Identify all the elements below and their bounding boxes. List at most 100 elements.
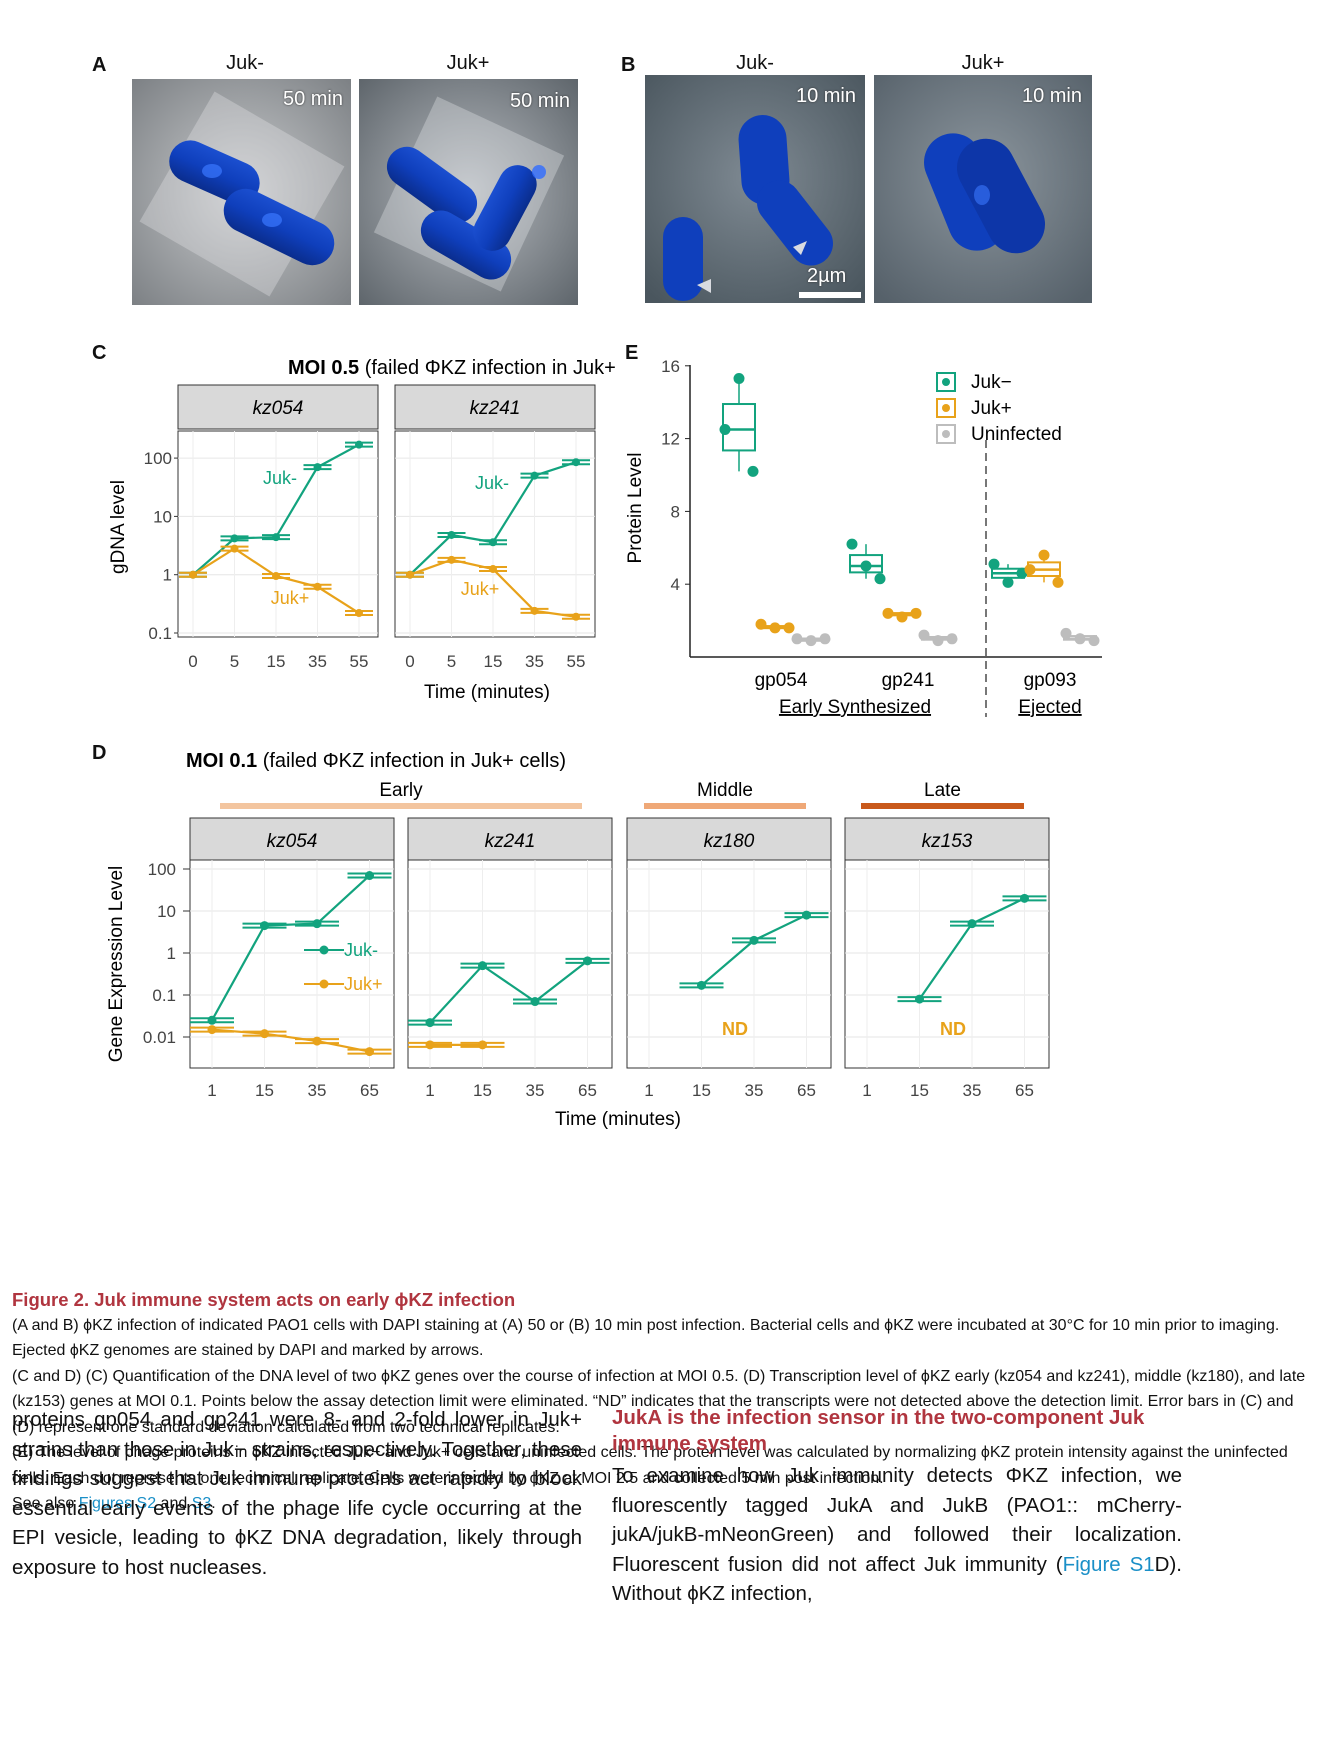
chart-d-ytick: 0.01 (143, 1028, 176, 1047)
caption-paragraph: (C and D) (C) Quantification of the DNA … (12, 1367, 1306, 1436)
chart-d-xtick: 1 (207, 1081, 216, 1100)
chart-e-point (1088, 635, 1100, 647)
chart-d-xlabel: Time (minutes) (555, 1109, 681, 1130)
chart-d-point (312, 1036, 322, 1046)
chart-d-point (207, 1025, 217, 1035)
chart-c-xtick: 35 (308, 652, 327, 671)
chart-e-point (1038, 549, 1050, 561)
chart-e-ytick: 16 (661, 357, 680, 376)
panel-letter-d: D (92, 742, 107, 764)
chart-c-series-label: Juk- (475, 473, 509, 493)
chart-e-point (791, 633, 803, 645)
chart-e-point (882, 607, 894, 619)
chart-c-point (272, 533, 280, 542)
chart-d-group-label: Early (379, 780, 423, 801)
link-s3[interactable]: S3 (191, 1495, 212, 1512)
chart-c-xlabel: Time (minutes) (424, 682, 550, 703)
chart-d-xtick: 35 (308, 1081, 327, 1100)
chart-d-xtick: 1 (425, 1081, 434, 1100)
chart-c-ytick: 100 (144, 449, 172, 468)
chart-e-point (1074, 633, 1086, 645)
chart-e-point (918, 629, 930, 641)
chart-d-facet-strip (844, 817, 1050, 861)
cell-image (132, 79, 351, 305)
chart-e-point (719, 424, 731, 435)
cell-image (645, 75, 865, 303)
chart-d-point (478, 1040, 487, 1050)
panel-a-label-jukplus: Juk+ (446, 52, 490, 74)
chart-e-legend-label: Uninfected (971, 424, 1062, 445)
chart-c-ytick: 10 (153, 507, 172, 526)
chart-d-xtick: 35 (745, 1081, 764, 1100)
chart-d-nd-label: ND (940, 1019, 966, 1039)
chart-e-legend-key-dot (942, 378, 950, 386)
chart-d-plot-area (626, 859, 832, 1069)
chart-d-point (530, 997, 540, 1007)
chart-c-series-label: Juk+ (461, 579, 500, 599)
chart-e: Protein Level 16 12 8 4 gp054 gp241 gp093 Early… (625, 357, 1102, 718)
chart-c-point (489, 538, 497, 547)
chart-e-point (1002, 576, 1014, 588)
chart-c: MOI 0.5 (failed ΦKZ infection in Juk+ ce… (108, 357, 620, 703)
caption-title: Figure 2. Juk immune system acts on earl… (12, 1289, 516, 1310)
chart-d-facet-label: kz241 (485, 831, 536, 852)
chart-c-point (230, 534, 239, 543)
chart-d-point (478, 961, 487, 971)
chart-d-point (802, 910, 811, 920)
chart-d-facet-strip (189, 817, 395, 861)
chart-d-point (365, 871, 374, 881)
body-left-column: proteins gp054 and gp241 were 8- and 2-f… (12, 1408, 582, 1579)
panel-b-label-jukplus: Juk+ (961, 52, 1005, 74)
chart-d-legend-label: Juk+ (344, 974, 383, 994)
chart-c-title: MOI 0.5 (failed ΦKZ infection in Juk+ ce… (288, 357, 620, 379)
chart-c-xtick: 55 (567, 652, 586, 671)
chart-d-point (260, 1029, 269, 1039)
chart-d-xtick: 15 (692, 1081, 711, 1100)
chart-d-ytick: 10 (157, 902, 176, 921)
chart-d-point (749, 935, 759, 945)
chart-c-xtick: 0 (405, 652, 414, 671)
chart-d-xtick: 65 (797, 1081, 816, 1100)
chart-c-point (189, 570, 197, 579)
chart-c-xtick: 35 (525, 652, 544, 671)
chart-e-ytick: 12 (661, 430, 680, 449)
caption-paragraph: (A and B) ϕKZ infection of indicated PAO… (12, 1316, 1280, 1360)
chart-d-group-label: Late (924, 780, 961, 801)
chart-e-point (1052, 576, 1064, 588)
chart-d-point (207, 1015, 217, 1025)
chart-d-xtick: 15 (473, 1081, 492, 1100)
chart-e-xtick: gp241 (882, 670, 935, 691)
time-label-b1: 10 min (795, 85, 856, 107)
chart-e-ylabel: Protein Level (625, 453, 646, 564)
chart-d-point (260, 921, 269, 931)
chart-e-point (805, 635, 817, 647)
panel-a-label-jukminus: Juk- (226, 52, 264, 74)
chart-d-plot-area (189, 859, 395, 1069)
link-figures-s2[interactable]: Figures S2 (78, 1495, 157, 1512)
chart-d-group-label: Middle (697, 780, 753, 801)
chart-d-xtick: 15 (255, 1081, 274, 1100)
chart-e-point (932, 635, 944, 647)
chart-c-ytick: 0.1 (148, 624, 172, 643)
chart-d-point (915, 994, 924, 1004)
chart-e-point (733, 373, 745, 385)
chart-e-group-label: Ejected (1018, 697, 1081, 718)
chart-c-series-label: Juk- (263, 468, 297, 488)
chart-c-point (489, 565, 497, 574)
chart-d-nd-label: ND (722, 1019, 748, 1039)
chart-d-xtick: 65 (1015, 1081, 1034, 1100)
caption-paragraph: (E) The level of phage proteins in ϕKZ i… (12, 1444, 1288, 1487)
arrow-icon (793, 241, 807, 255)
chart-c-facet-strip (177, 384, 379, 430)
chart-d-point (967, 919, 977, 929)
chart-c-series-label: Juk+ (271, 588, 310, 608)
chart-c-xtick: 5 (447, 652, 456, 671)
chart-c-point (447, 530, 456, 539)
cell-image (359, 79, 578, 305)
link-figure-s1[interactable]: Figure S1 (1062, 1552, 1155, 1576)
cell-image (874, 75, 1092, 303)
chart-d-facet-label: kz180 (704, 831, 755, 852)
chart-e-point (896, 611, 908, 623)
chart-c-ytick: 1 (163, 566, 172, 585)
chart-d-title: MOI 0.1 (failed ΦKZ infection in Juk+ ce… (186, 750, 566, 772)
